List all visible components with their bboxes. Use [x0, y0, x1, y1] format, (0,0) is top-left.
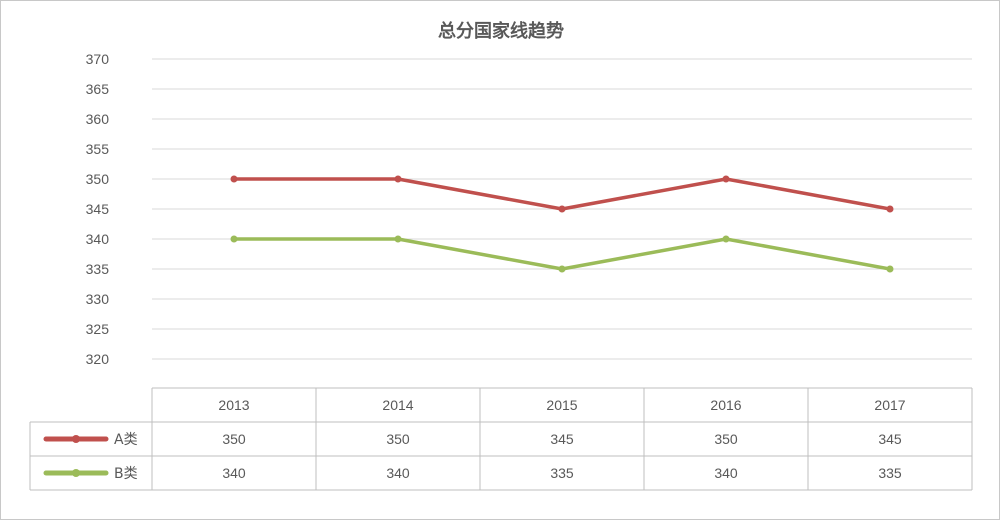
x-tick-label: 2015	[546, 397, 577, 413]
data-point	[722, 175, 730, 183]
data-point	[230, 175, 238, 183]
data-label: 335	[550, 465, 574, 481]
data-label: 340	[222, 465, 246, 481]
data-point	[558, 265, 566, 273]
data-label: 345	[878, 431, 902, 447]
y-tick-label: 340	[86, 231, 110, 247]
series-line-2	[234, 237, 891, 271]
legend-marker-1	[72, 435, 80, 443]
data-point	[558, 205, 566, 213]
data-point	[722, 235, 730, 243]
series-line-1	[234, 177, 891, 211]
data-point	[230, 235, 238, 243]
data-point	[394, 175, 402, 183]
data-label: 340	[386, 465, 410, 481]
y-tick-label: 350	[86, 171, 110, 187]
x-tick-label: 2014	[382, 397, 413, 413]
data-label: 350	[222, 431, 246, 447]
y-tick-label: 370	[86, 51, 110, 67]
y-tick-label: 355	[86, 141, 110, 157]
legend-marker-2	[72, 469, 80, 477]
y-tick-label: 345	[86, 201, 110, 217]
x-tick-label: 2016	[710, 397, 741, 413]
y-tick-label: 365	[86, 81, 110, 97]
x-tick-label: 2017	[874, 397, 905, 413]
data-label: 335	[878, 465, 902, 481]
data-label: 350	[714, 431, 738, 447]
y-tick-label: 330	[86, 291, 110, 307]
x-tick-label: 2013	[218, 397, 249, 413]
y-tick-label: 320	[86, 351, 110, 367]
legend-label-1: A类	[114, 432, 138, 448]
y-tick-label: 360	[86, 111, 110, 127]
data-point	[886, 205, 894, 213]
y-tick-label: 335	[86, 261, 110, 277]
data-label: 350	[386, 431, 410, 447]
data-point	[886, 265, 894, 273]
y-tick-label: 325	[86, 321, 110, 337]
legend-label-2: B类	[114, 466, 138, 482]
data-label: 345	[550, 431, 574, 447]
data-point	[394, 235, 402, 243]
chart-title: 总分国家线趋势	[438, 21, 564, 42]
data-label: 340	[714, 465, 738, 481]
